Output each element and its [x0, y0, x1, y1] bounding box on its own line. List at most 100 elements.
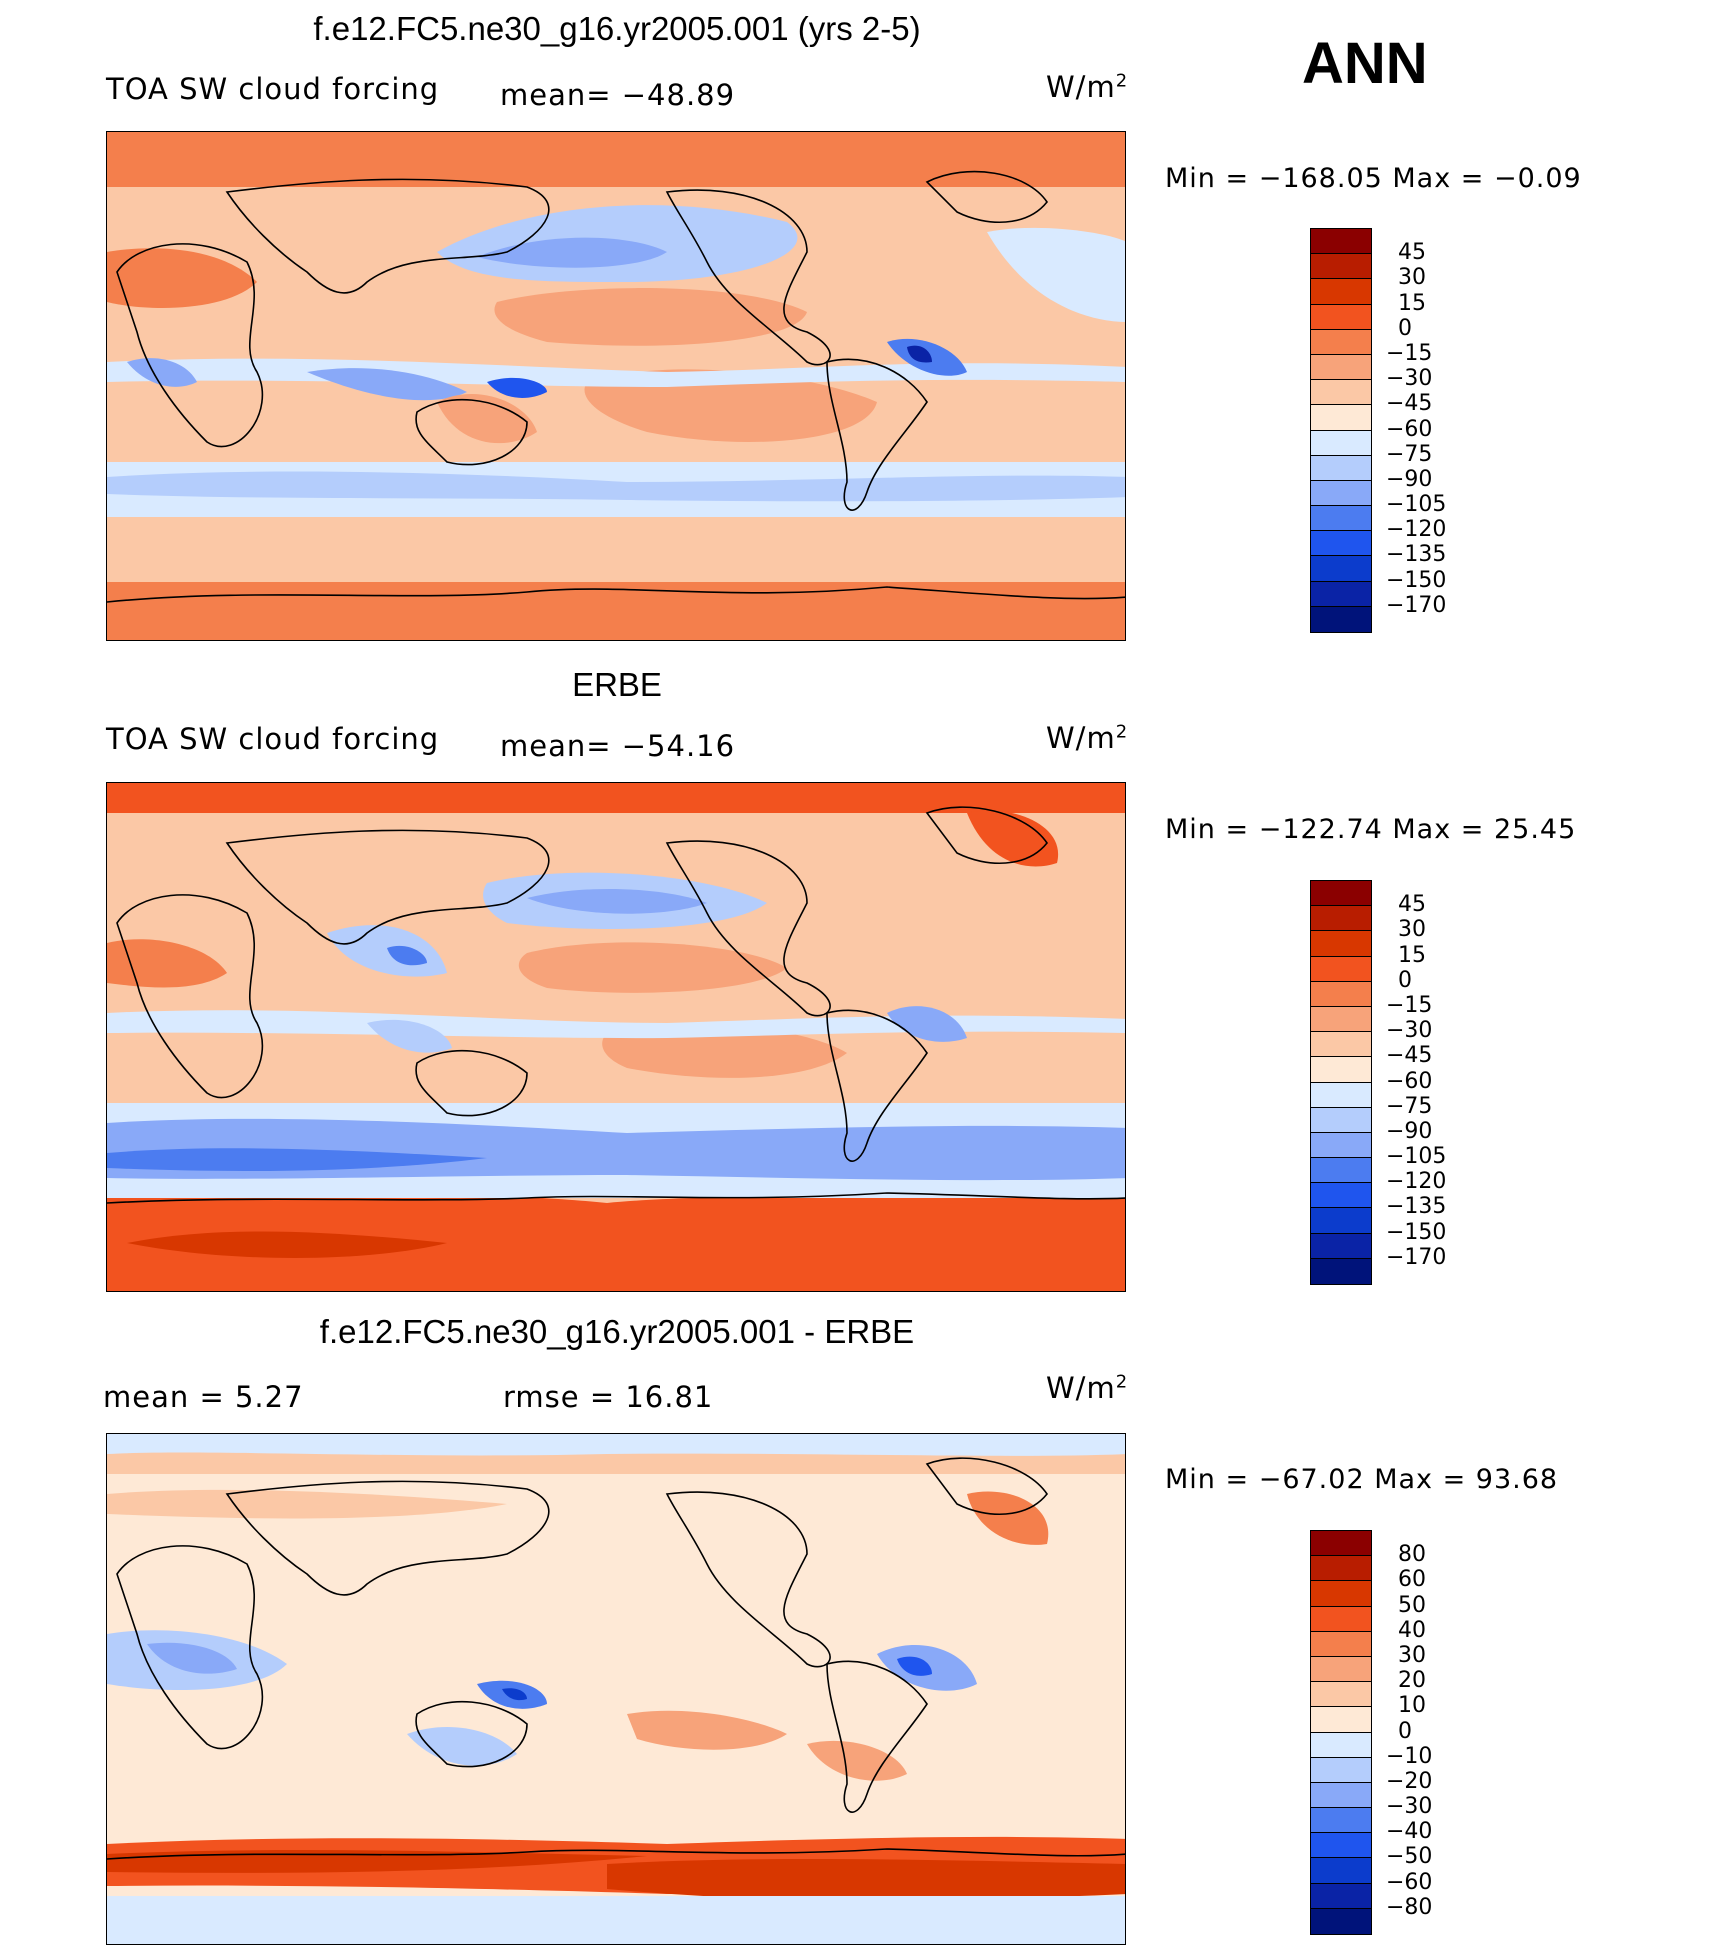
colorbar-tick-label: −30 [1386, 366, 1433, 392]
colorbar-tick-label: −30 [1386, 1018, 1433, 1044]
colorbar-tick-label: 20 [1398, 1668, 1426, 1694]
colorbar-tick-label: 30 [1398, 265, 1426, 291]
colorbar-tick-label: 80 [1398, 1542, 1426, 1568]
colorbar-segment [1311, 1883, 1371, 1909]
colorbar-segment [1311, 1082, 1371, 1108]
colorbar-segment [1311, 1782, 1371, 1809]
colorbar-tick-label: −60 [1386, 1068, 1433, 1094]
colorbar-segment [1311, 1233, 1371, 1259]
colorbar-segment [1311, 1908, 1371, 1934]
colorbar-segment [1311, 931, 1371, 957]
season-label: ANN [1302, 31, 1428, 96]
panel2-title: ERBE [572, 666, 662, 703]
colorbar-segment [1311, 354, 1371, 381]
colorbar-tick-label: −20 [1386, 1768, 1433, 1794]
colorbar-segment [1311, 1531, 1371, 1557]
colorbar-segment [1311, 1107, 1371, 1133]
colorbar-segment [1311, 506, 1371, 532]
colorbar-segment [1311, 455, 1371, 481]
colorbar-tick-label: −105 [1386, 1144, 1447, 1170]
colorbar-segment [1311, 1682, 1371, 1708]
colorbar-segment [1311, 906, 1371, 932]
colorbar-tick-label: 50 [1398, 1592, 1426, 1618]
panel1-colorbar [1310, 228, 1372, 633]
colorbar-segment [1311, 1556, 1371, 1582]
colorbar-tick-label: 15 [1398, 942, 1426, 968]
colorbar-segment [1311, 956, 1371, 982]
colorbar-tick-label: 30 [1398, 1642, 1426, 1668]
colorbar-tick-label: 30 [1398, 917, 1426, 943]
colorbar-tick-label: −170 [1386, 1244, 1447, 1270]
colorbar-tick-label: 10 [1398, 1693, 1426, 1719]
colorbar-tick-label: −150 [1386, 567, 1447, 593]
colorbar-segment [1311, 1833, 1371, 1859]
panel3-title: f.e12.FC5.ne30_g16.yr2005.001 - ERBE [319, 1313, 915, 1350]
unit-superscript: 2 [1115, 1371, 1129, 1393]
colorbar-segment [1311, 881, 1371, 907]
colorbar-segment [1311, 329, 1371, 355]
colorbar-segment [1311, 1757, 1371, 1783]
colorbar-segment [1311, 531, 1371, 557]
colorbar-segment [1311, 279, 1371, 305]
colorbar-tick-label: −90 [1386, 1118, 1433, 1144]
colorbar-segment [1311, 581, 1371, 607]
colorbar-segment [1311, 1631, 1371, 1657]
colorbar-tick-label: 0 [1398, 315, 1412, 341]
colorbar-segment [1311, 1158, 1371, 1184]
colorbar-segment [1311, 1858, 1371, 1884]
colorbar-tick-label: −60 [1386, 1869, 1433, 1895]
unit-superscript: 2 [1115, 70, 1129, 92]
colorbar-tick-label: 0 [1398, 967, 1412, 993]
panel1-map-field [107, 132, 1125, 640]
colorbar-segment [1311, 1183, 1371, 1209]
colorbar-segment [1311, 606, 1371, 632]
panel2-unit-label: W/m2 [1046, 721, 1128, 755]
panel3-unit-label: W/m2 [1046, 1371, 1128, 1405]
colorbar-tick-label: −40 [1386, 1819, 1433, 1845]
colorbar-segment [1311, 1656, 1371, 1683]
colorbar-tick-label: −105 [1386, 492, 1447, 518]
unit-text: W/m [1046, 1371, 1116, 1405]
colorbar-tick-label: −15 [1386, 992, 1433, 1018]
colorbar-tick-label: 45 [1398, 892, 1426, 918]
colorbar-segment [1311, 981, 1371, 1007]
panel2-mean-label: mean= −54.16 [500, 729, 736, 763]
panel3-range-text: Min = −67.02 Max = 93.68 [1165, 1464, 1559, 1495]
panel2-range-text: Min = −122.74 Max = 25.45 [1165, 814, 1577, 845]
colorbar-tick-label: 15 [1398, 290, 1426, 316]
colorbar-segment [1311, 1606, 1371, 1632]
panel3-map-field [107, 1434, 1125, 1944]
panel1-map [106, 131, 1126, 641]
panel2-colorbar [1310, 880, 1372, 1285]
colorbar-tick-label: −75 [1386, 1093, 1433, 1119]
colorbar-segment [1311, 430, 1371, 456]
colorbar-segment [1311, 304, 1371, 330]
panel3-rmse-label: rmse = 16.81 [503, 1380, 714, 1414]
colorbar-segment [1311, 1707, 1371, 1733]
colorbar-tick-label: −75 [1386, 441, 1433, 467]
colorbar-segment [1311, 229, 1371, 255]
panel1-title: f.e12.FC5.ne30_g16.yr2005.001 (yrs 2-5) [313, 10, 921, 47]
colorbar-tick-label: 60 [1398, 1567, 1426, 1593]
colorbar-segment [1311, 1032, 1371, 1058]
panel2-variable-label: TOA SW cloud forcing [106, 722, 440, 756]
panel1-variable-label: TOA SW cloud forcing [106, 72, 440, 106]
colorbar-tick-label: −170 [1386, 592, 1447, 618]
colorbar-segment [1311, 380, 1371, 406]
colorbar-tick-label: −45 [1386, 1043, 1433, 1069]
colorbar-tick-label: −120 [1386, 1169, 1447, 1195]
colorbar-tick-label: −120 [1386, 517, 1447, 543]
panel3-colorbar [1310, 1530, 1372, 1935]
panel2-map [106, 782, 1126, 1292]
unit-superscript: 2 [1115, 721, 1129, 743]
panel1-range-text: Min = −168.05 Max = −0.09 [1165, 163, 1582, 194]
colorbar-tick-label: −135 [1386, 1194, 1447, 1220]
colorbar-tick-label: −50 [1386, 1844, 1433, 1870]
colorbar-tick-label: −135 [1386, 542, 1447, 568]
colorbar-segment [1311, 254, 1371, 280]
unit-text: W/m [1046, 70, 1116, 104]
colorbar-tick-label: −15 [1386, 340, 1433, 366]
panel2-map-field [107, 783, 1125, 1291]
colorbar-tick-label: −45 [1386, 391, 1433, 417]
colorbar-tick-label: −30 [1386, 1794, 1433, 1820]
